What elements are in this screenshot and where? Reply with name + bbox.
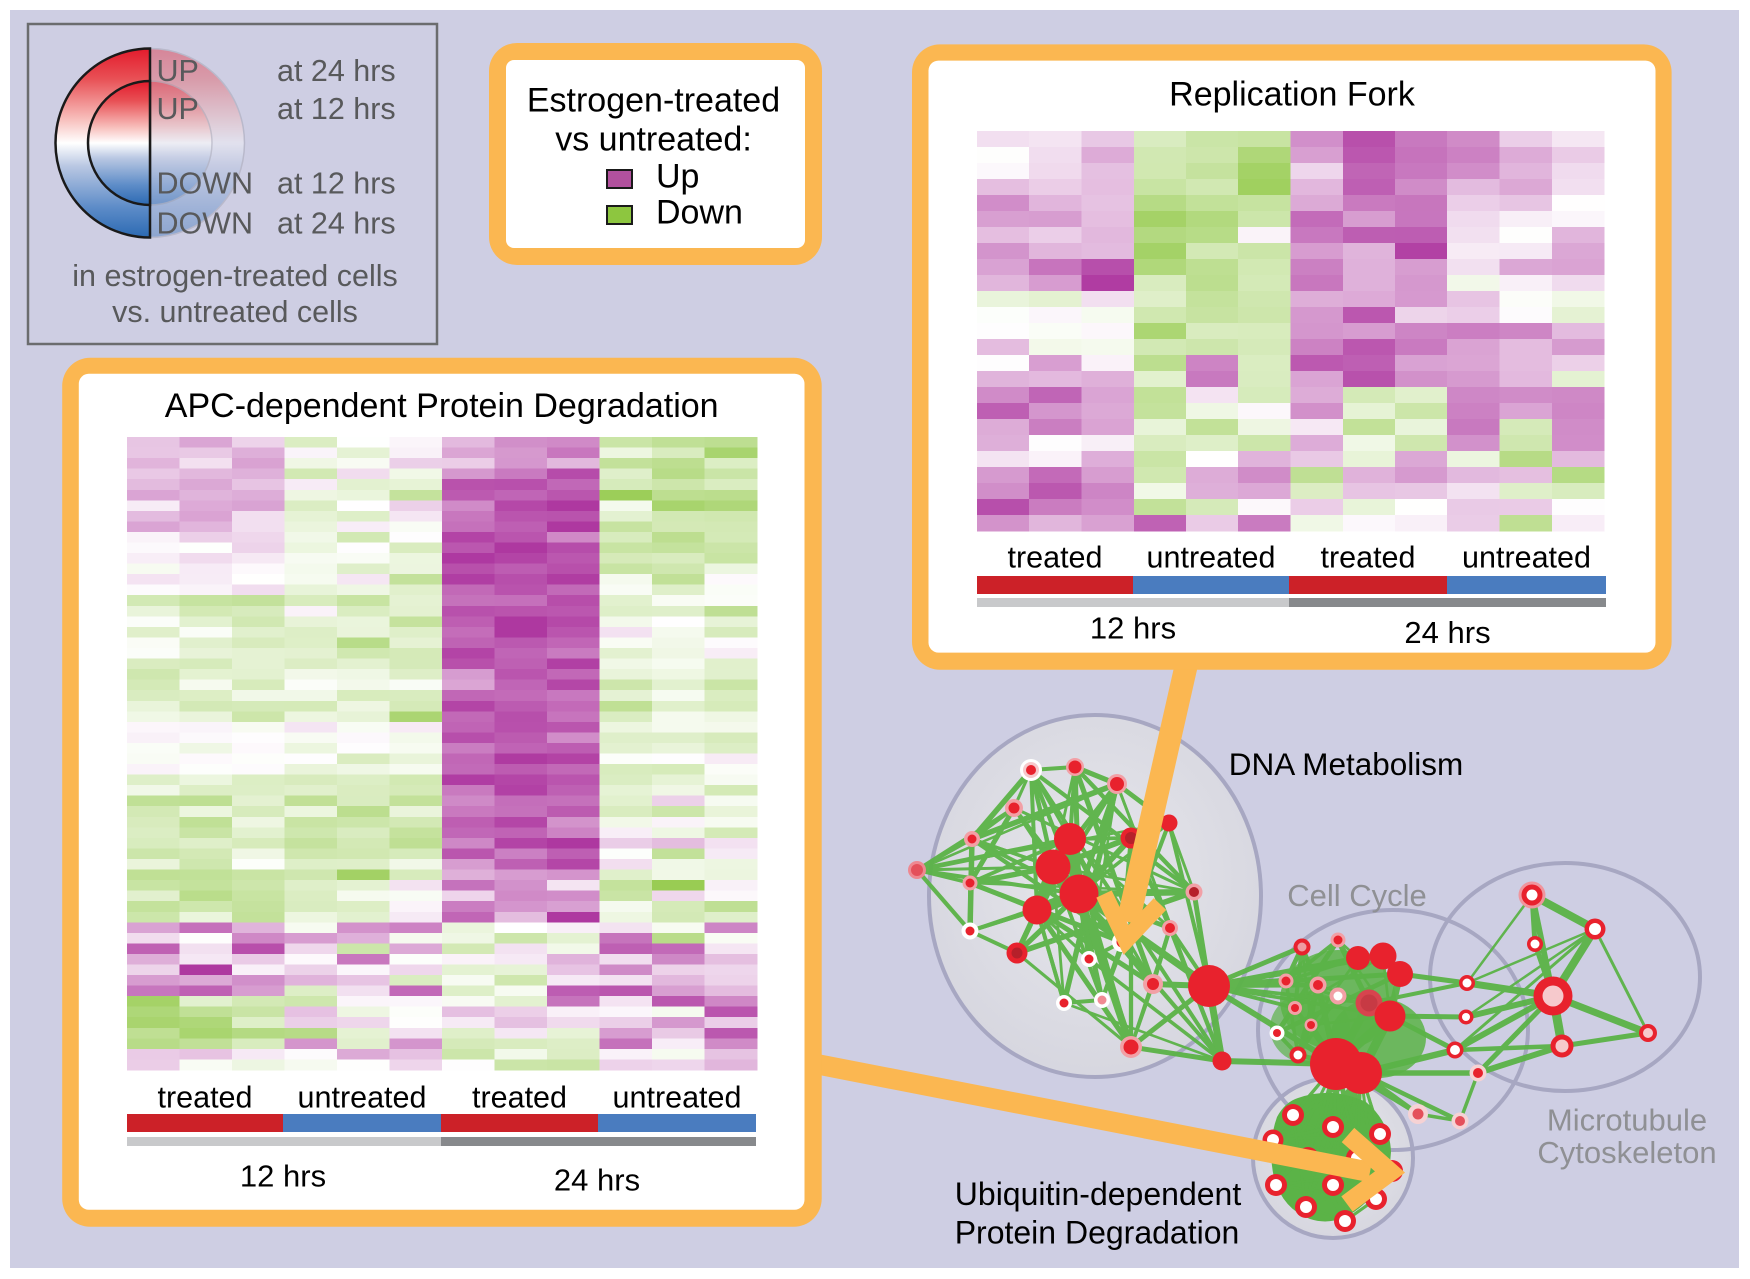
svg-text:untreated: untreated	[1462, 541, 1591, 575]
svg-text:Down: Down	[656, 194, 743, 232]
svg-text:untreated: untreated	[613, 1081, 742, 1115]
svg-text:APC-dependent Protein Degradat: APC-dependent Protein Degradation	[165, 387, 719, 425]
svg-text:DOWN: DOWN	[157, 167, 254, 201]
svg-text:DOWN: DOWN	[157, 207, 254, 241]
svg-text:Estrogen-treated: Estrogen-treated	[527, 82, 780, 120]
svg-text:UP: UP	[157, 92, 199, 126]
svg-text:Up: Up	[656, 158, 699, 196]
svg-text:Protein Degradation: Protein Degradation	[955, 1215, 1240, 1251]
svg-text:untreated: untreated	[298, 1081, 427, 1115]
svg-text:24 hrs: 24 hrs	[554, 1163, 640, 1198]
svg-text:treated: treated	[1008, 541, 1103, 575]
svg-text:treated: treated	[472, 1081, 567, 1115]
svg-text:12 hrs: 12 hrs	[1090, 611, 1176, 646]
svg-text:at 24 hrs: at 24 hrs	[277, 207, 396, 241]
svg-text:in estrogen-treated cells: in estrogen-treated cells	[72, 259, 398, 293]
svg-text:at 24 hrs: at 24 hrs	[277, 54, 396, 88]
svg-text:at 12 hrs: at 12 hrs	[277, 167, 396, 201]
svg-text:treated: treated	[1321, 541, 1416, 575]
svg-text:vs untreated:: vs untreated:	[555, 121, 752, 159]
svg-text:untreated: untreated	[1147, 541, 1276, 575]
svg-text:24 hrs: 24 hrs	[1404, 615, 1490, 650]
svg-text:Cell Cycle: Cell Cycle	[1287, 878, 1427, 913]
svg-text:12 hrs: 12 hrs	[240, 1159, 326, 1194]
svg-text:UP: UP	[157, 54, 199, 88]
svg-text:at 12 hrs: at 12 hrs	[277, 92, 396, 126]
svg-text:DNA Metabolism: DNA Metabolism	[1229, 746, 1464, 782]
svg-text:treated: treated	[158, 1081, 253, 1115]
svg-text:Replication Fork: Replication Fork	[1169, 76, 1416, 114]
svg-text:Microtubule: Microtubule	[1547, 1103, 1707, 1138]
svg-text:vs. untreated cells: vs. untreated cells	[112, 295, 358, 329]
svg-text:Ubiquitin-dependent: Ubiquitin-dependent	[955, 1176, 1242, 1212]
svg-text:Cytoskeleton: Cytoskeleton	[1537, 1135, 1716, 1170]
